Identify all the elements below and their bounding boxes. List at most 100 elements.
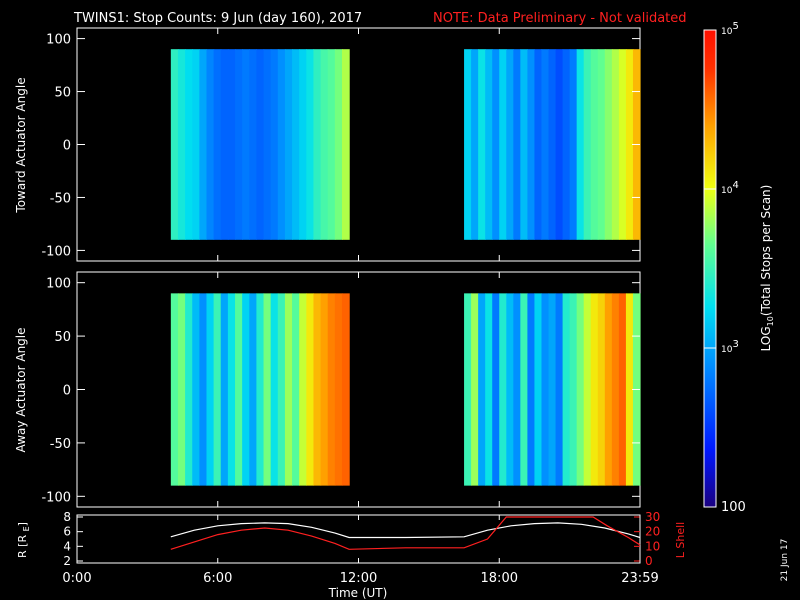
heatmap-column (611, 293, 620, 486)
orbit-y-label: R [R E] (16, 522, 31, 558)
heatmap-column (242, 49, 250, 240)
heatmap-column (478, 293, 486, 486)
y-tick-label: 100 (46, 277, 71, 292)
heatmap-column (177, 293, 186, 486)
heatmap-column (499, 293, 507, 486)
heatmap-column (199, 293, 208, 486)
heatmap-column (513, 49, 521, 240)
radius-series-line (170, 522, 641, 539)
heatmap-column (562, 49, 571, 240)
heatmap-column (292, 49, 300, 240)
lshell-series-line (170, 516, 641, 550)
heatmap-column (299, 49, 307, 240)
heatmap-column (185, 49, 193, 240)
colorbar-tick-label: 100 (721, 500, 746, 515)
heatmap-column (213, 49, 222, 240)
colorbar-tick-base: 10 (721, 27, 733, 37)
orbit-y-label-rest: ] (16, 522, 29, 526)
y-tick-label: -100 (41, 490, 71, 505)
y-tick-label: -50 (50, 437, 71, 452)
heatmap-column (206, 293, 215, 486)
heatmap-column (597, 49, 606, 240)
orbit-y-tick-label: 8 (63, 510, 71, 524)
heatmap-column (242, 293, 250, 486)
heatmap-column (327, 293, 336, 486)
heatmap-column (299, 293, 307, 486)
colorbar-tick-base: 100 (721, 500, 746, 515)
heatmap-column (192, 49, 200, 240)
heatmap-column (492, 293, 500, 486)
orbit-y2-tick-label: 10 (645, 539, 660, 553)
orbit-y-label-main: R [R (16, 535, 29, 558)
heatmap-column (177, 49, 186, 240)
heatmap-column (562, 293, 571, 486)
heatmap-column (534, 293, 543, 486)
colorbar-label-main: LOG (759, 326, 773, 351)
heatmap-column (541, 293, 550, 486)
heatmap-column (199, 49, 208, 240)
orbit-y2-tick-label: 0 (645, 554, 653, 568)
heatmap-column (604, 49, 613, 240)
heatmap-column (625, 49, 634, 240)
heatmap-column (313, 49, 322, 240)
heatmap-column (555, 293, 564, 486)
y-tick-label: 0 (63, 384, 71, 399)
colorbar-label: LOG10(Total Stops per Scan) (759, 185, 775, 352)
orbit-y-label-sub: E (22, 526, 31, 531)
x-tick-label: 23:59 (621, 571, 658, 586)
heatmap-column (320, 49, 329, 240)
heatmap-column (464, 293, 472, 486)
heatmap-column (471, 49, 479, 240)
heatmap-column (583, 293, 592, 486)
heatmap-column (541, 49, 550, 240)
heatmap-column (320, 293, 329, 486)
heatmap-column (548, 293, 557, 486)
heatmap-column (306, 49, 315, 240)
heatmap-column (270, 49, 279, 240)
heatmap-column (590, 293, 599, 486)
heatmap-column (618, 49, 627, 240)
heatmap-column (249, 293, 258, 486)
colorbar-tick-exp: 4 (732, 180, 738, 191)
heatmap-column (471, 293, 479, 486)
heatmap-column (506, 49, 514, 240)
y-tick-label: -50 (50, 191, 71, 206)
colorbar-tick-label: 104 (721, 180, 739, 196)
heatmap-column (527, 49, 536, 240)
colorbar (703, 29, 717, 508)
heatmap-column (235, 293, 243, 486)
away-y-axis: 100 50 0 -50 -100 (41, 272, 641, 507)
heatmap-column (170, 293, 179, 486)
heatmap-column (213, 293, 222, 486)
heatmap-column (192, 293, 200, 486)
heatmap-column (604, 293, 613, 486)
heatmap-column (334, 49, 343, 240)
colorbar-label-sub: 10 (766, 316, 775, 326)
heatmap-column (590, 49, 599, 240)
heatmap-column (576, 293, 585, 486)
heatmap-column (256, 49, 265, 240)
colorbar-tick-label: 105 (721, 21, 739, 37)
heatmap-column (464, 49, 472, 240)
preliminary-note: NOTE: Data Preliminary - Not validated (433, 11, 687, 26)
y-tick-label: 0 (63, 139, 71, 154)
heatmap-column (548, 49, 557, 240)
heatmap-column (185, 293, 193, 486)
heatmap-column (306, 293, 315, 486)
heatmap-column (270, 293, 279, 486)
heatmap-column (206, 49, 215, 240)
orbit-lines (170, 516, 641, 550)
figure-title: TWINS1: Stop Counts: 9 Jun (day 160), 20… (73, 11, 362, 26)
orbit-y-tick-label: 4 (63, 539, 71, 553)
x-tick-label: 6:00 (203, 571, 232, 586)
heatmap-column (263, 293, 272, 486)
toward-heatmap (170, 49, 641, 240)
heatmap-column (625, 293, 634, 486)
heatmap-column (327, 49, 336, 240)
heatmap-column (597, 293, 606, 486)
heatmap-column (341, 49, 350, 240)
heatmap-column (227, 293, 236, 486)
